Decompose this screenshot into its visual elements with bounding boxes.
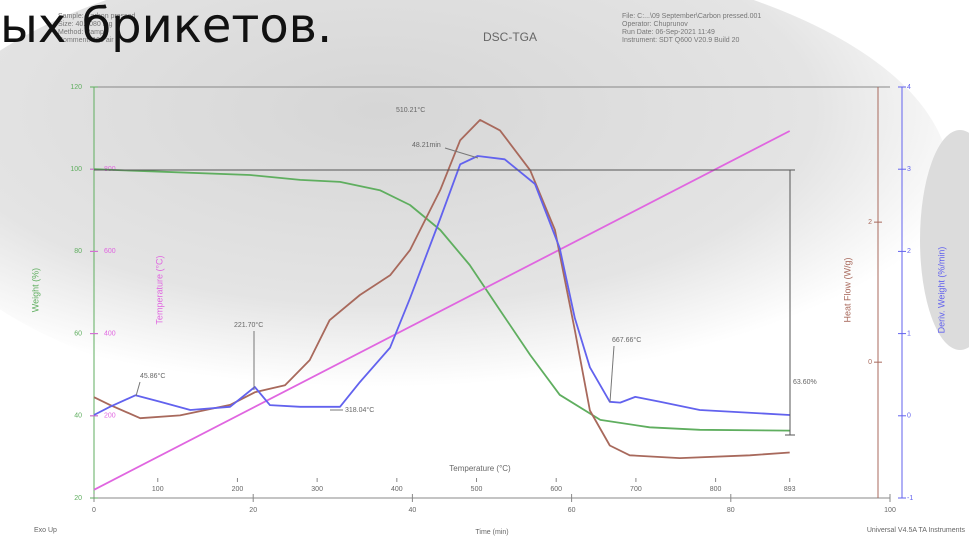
axis-title: Temperature (°C) bbox=[154, 255, 164, 324]
footer: Universal V4.5A TA Instruments bbox=[867, 527, 966, 534]
x-axis-title: Time (min) bbox=[475, 529, 508, 536]
y3ticks-label: 2 bbox=[907, 248, 911, 255]
annotation: 63.60% bbox=[793, 379, 817, 386]
x-tick-label: 100 bbox=[884, 507, 896, 514]
info-line: Operator: Chuprunov bbox=[622, 21, 688, 28]
x2-tick-label: 600 bbox=[550, 486, 562, 493]
info-line: Run Date: 06-Sep-2021 11:49 bbox=[622, 29, 715, 36]
yticks_temp-label: 200 bbox=[104, 413, 116, 420]
yticks-label: 20 bbox=[74, 495, 82, 502]
x2-tick-label: 700 bbox=[630, 486, 642, 493]
x2-tick-label: 100 bbox=[152, 486, 164, 493]
y2ticks-label: 0 bbox=[868, 359, 872, 366]
x2-axis-title: Temperature (°C) bbox=[449, 464, 511, 473]
leader bbox=[136, 382, 140, 396]
annotation: 318.04°C bbox=[345, 406, 374, 414]
yticks_temp-label: 400 bbox=[104, 330, 116, 337]
yticks-label: 60 bbox=[74, 330, 82, 337]
x2-tick-label: 500 bbox=[471, 486, 483, 493]
annotation: 48.21min bbox=[412, 142, 441, 149]
slide: Sample: Carbon pressed Size: 40.8080 mg … bbox=[0, 0, 969, 536]
info-line: Instrument: SDT Q600 V20.9 Build 20 bbox=[622, 37, 739, 44]
x2-tick-label: 400 bbox=[391, 486, 403, 493]
x2-tick-label: 893 bbox=[784, 486, 796, 493]
y2ticks-label: 2 bbox=[868, 219, 872, 226]
annotation: 221.70°C bbox=[234, 321, 263, 329]
x-tick-label: 80 bbox=[727, 507, 735, 514]
yticks-label: 80 bbox=[74, 248, 82, 255]
x2-tick-label: 300 bbox=[311, 486, 323, 493]
yticks-label: 40 bbox=[74, 413, 82, 420]
annotation: 667.66°C bbox=[612, 336, 641, 344]
y3ticks-label: 3 bbox=[907, 166, 911, 173]
x2-tick-label: 200 bbox=[232, 486, 244, 493]
yticks_temp-label: 600 bbox=[104, 248, 116, 255]
x-tick-label: 40 bbox=[409, 507, 417, 514]
axis-title: Heat Flow (W/g) bbox=[842, 257, 852, 322]
axis-title: Deriv. Weight (%/min) bbox=[936, 247, 946, 334]
yticks-label: 120 bbox=[70, 84, 82, 91]
y3ticks-label: -1 bbox=[907, 495, 913, 502]
y3ticks-label: 1 bbox=[907, 330, 911, 337]
annotation: 45.86°C bbox=[140, 372, 165, 380]
background-photo bbox=[0, 0, 950, 410]
y3ticks-label: 0 bbox=[907, 413, 911, 420]
x2-tick-label: 800 bbox=[710, 486, 722, 493]
slide-title: ых брикетов. bbox=[0, 0, 332, 54]
info-line: File: C:...\09 September\Carbon pressed.… bbox=[622, 13, 761, 20]
footer: Exo Up bbox=[34, 527, 57, 534]
x-tick-label: 20 bbox=[249, 507, 257, 514]
y3ticks-label: 4 bbox=[907, 84, 911, 91]
x-tick-label: 0 bbox=[92, 507, 96, 514]
annotation: 510.21°C bbox=[396, 106, 425, 114]
x-tick-label: 60 bbox=[568, 507, 576, 514]
axis-title: Weight (%) bbox=[30, 268, 40, 312]
yticks-label: 100 bbox=[70, 166, 82, 173]
chart-title: DSC-TGA bbox=[483, 30, 537, 44]
